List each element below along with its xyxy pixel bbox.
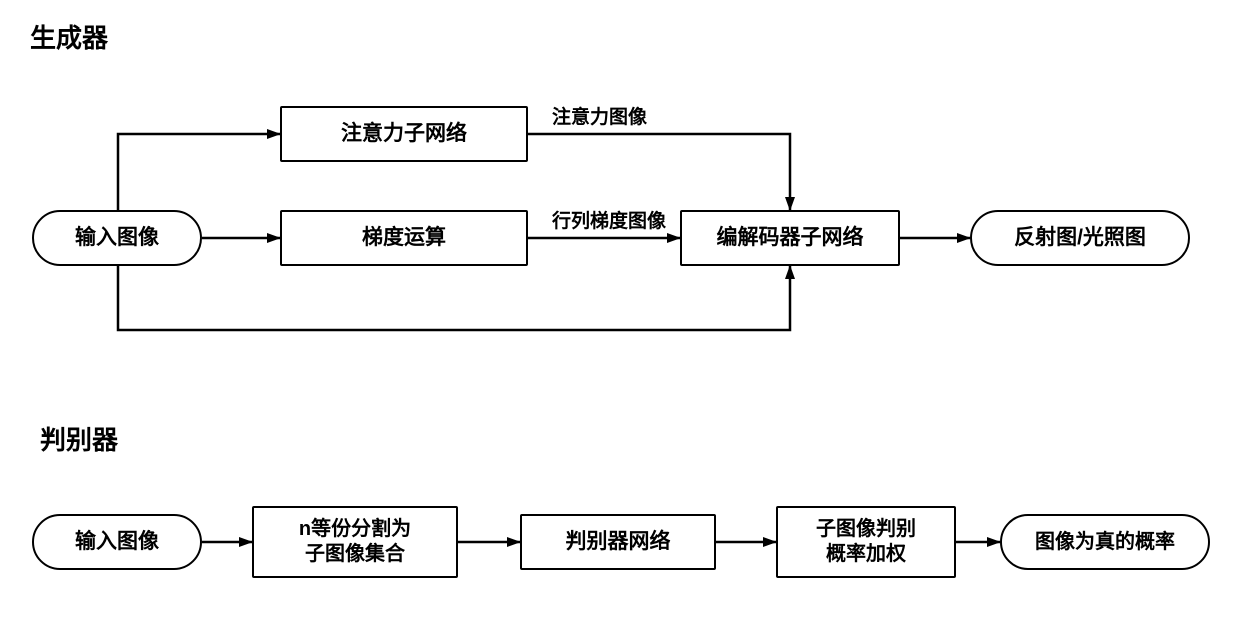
gen-codec-node: 编解码器子网络: [680, 210, 900, 266]
edge-input-to-codec: [118, 266, 790, 330]
attn-edge-label: 注意力图像: [552, 102, 647, 129]
discriminator-title: 判别器: [40, 420, 118, 457]
gen-input-node: 输入图像: [32, 210, 202, 266]
generator-title: 生成器: [30, 18, 108, 55]
disc-weight-node: 子图像判别 概率加权: [776, 506, 956, 578]
edge-attn-to-codec: [528, 134, 790, 210]
disc-net-node: 判别器网络: [520, 514, 716, 570]
disc-split-node: n等份分割为 子图像集合: [252, 506, 458, 578]
edge-input-to-attn: [118, 134, 280, 210]
gen-output-node: 反射图/光照图: [970, 210, 1190, 266]
grad-edge-label: 行列梯度图像: [552, 206, 666, 233]
gen-grad-node: 梯度运算: [280, 210, 528, 266]
disc-prob-node: 图像为真的概率: [1000, 514, 1210, 570]
gen-attn-node: 注意力子网络: [280, 106, 528, 162]
disc-input-node: 输入图像: [32, 514, 202, 570]
